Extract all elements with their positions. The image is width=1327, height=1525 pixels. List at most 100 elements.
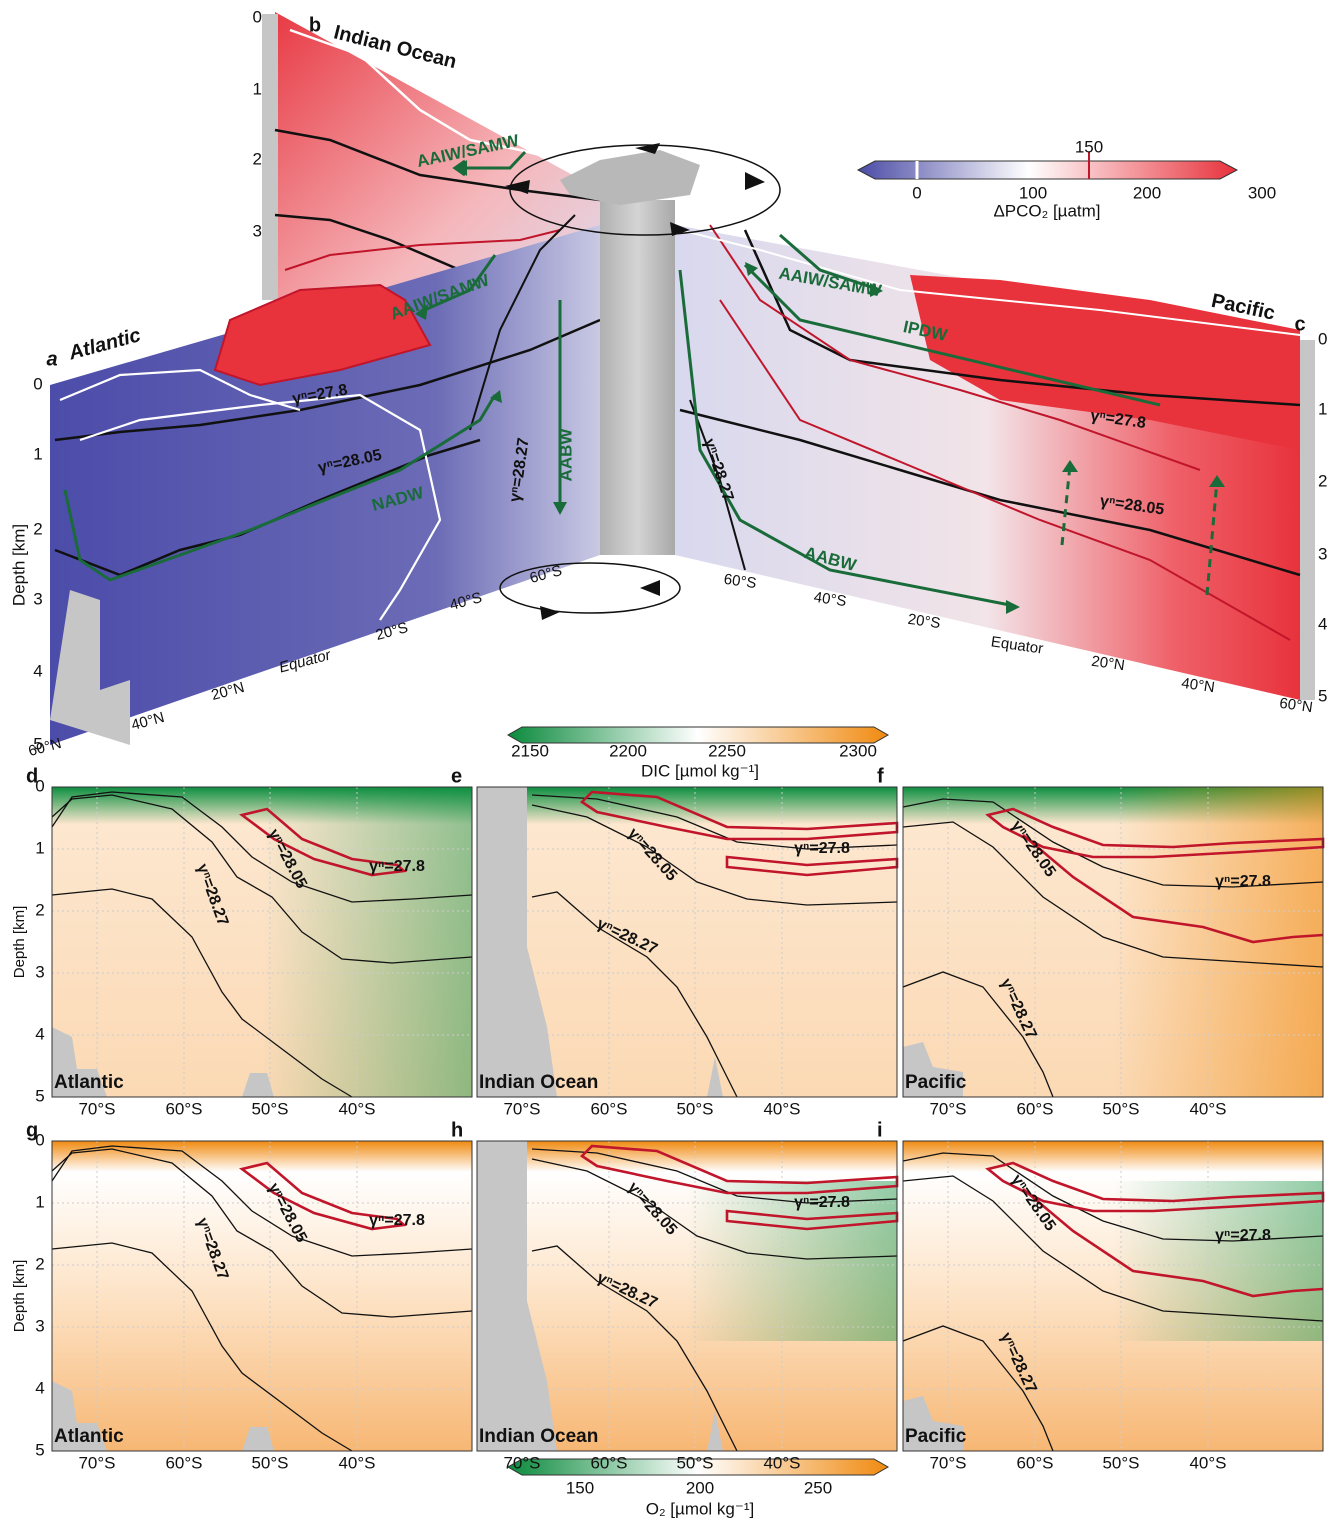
panel-frame [902,786,1324,1098]
x-tick-label: 60°S [590,1453,627,1472]
panel-letter: f [877,765,884,787]
colorbar-tick-label: 100 [1019,183,1047,202]
x-tick-label: 70°S [929,1453,966,1472]
x-tick-label: 60°N [1278,695,1314,716]
x-tick-label: 50°S [676,1453,713,1472]
x-tick-label: 60°S [165,1453,202,1472]
y-tick-label: 2 [1318,471,1327,490]
x-tick-label: 40°S [338,1099,375,1118]
y-tick-label: 2 [33,519,42,538]
isopycnal-label: γⁿ=27.8 [369,858,425,875]
x-tick-label: 70°S [78,1099,115,1118]
y-tick-label: 4 [1318,614,1327,633]
x-tick-label: 50°S [1102,1099,1139,1118]
y-tick-label: 1 [1318,399,1327,418]
x-tick-label: 20°N [1090,653,1126,674]
panel-letter: g [26,1119,38,1141]
colorbar-title: O₂ [µmol kg⁻¹] [646,1499,755,1518]
x-tick-label: 70°S [929,1099,966,1118]
panel-frame [476,1140,898,1452]
colorbar-title: DIC [µmol kg⁻¹] [641,761,759,780]
y-tick-label: 4 [35,1024,44,1043]
colorbar-tick-label: 2250 [708,741,746,760]
panel-letter: b [309,14,321,36]
x-tick-label: 70°S [78,1453,115,1472]
basin-label: Pacific [905,1072,967,1093]
colorbar-tick-label: 2200 [609,741,647,760]
panel-letter: e [451,765,462,787]
isopycnal-label: γⁿ=27.8 [369,1212,425,1229]
x-tick-label: 60°N [26,735,63,760]
colorbar-tick-label: 0 [912,183,921,202]
colorbar-tick-label: 250 [804,1478,832,1497]
shade [903,1181,1323,1341]
y-tick-label: 1 [253,79,262,98]
y-tick-label: 2 [253,149,262,168]
y-tick-label: 3 [35,1316,44,1335]
isopycnal-label: γⁿ=27.8 [794,840,850,857]
colorbar-tick-label: 150 [566,1478,594,1497]
y-tick-label: 2 [35,900,44,919]
y-tick-label: 5 [35,1086,44,1105]
x-tick-label: 50°S [251,1453,288,1472]
x-tick-label: 40°S [1189,1099,1226,1118]
x-tick-label: 40°S [1189,1453,1226,1472]
section-panel [475,785,899,1099]
x-tick-label: 70°S [503,1453,540,1472]
y-tick-label: 0 [33,374,42,393]
basin-label: Indian Ocean [479,1072,598,1093]
basin-label: Indian Ocean [479,1426,598,1447]
y-tick-label: 2 [35,1254,44,1273]
section-panel [901,786,1325,1099]
panel-letter: a [46,348,57,370]
colorbar-tick-label: 200 [1133,183,1161,202]
basin-label: Pacific [905,1426,967,1447]
isopycnal-label: γⁿ=27.8 [1215,1227,1271,1244]
y-tick-label: 3 [35,962,44,981]
y-tick-label: 0 [253,7,262,26]
y-tick-label: 0 [1318,329,1327,348]
y-tick-label: 5 [35,1440,44,1459]
section-panel [475,1139,899,1453]
colorbar-tick-label: 200 [686,1478,714,1497]
panel-letter: c [1294,313,1305,335]
x-tick-label: 60°S [165,1099,202,1118]
panel-letter: i [877,1119,883,1141]
basin-label: Atlantic [54,1072,124,1093]
axis-title: Depth [km] [11,1260,28,1333]
panel-frame [51,786,473,1098]
y-tick-label: 4 [33,661,42,680]
shade [52,787,472,1097]
y-tick-label: 0 [35,1130,44,1149]
panel-frame [51,1140,473,1452]
axis-title: Depth [km] [9,524,28,606]
panel-letter: h [451,1119,463,1141]
axis-title: Depth [km] [11,906,28,979]
x-tick-label: 40°N [1180,675,1216,696]
colorbar-tick-label: 300 [1248,183,1276,202]
x-tick-label: 40°S [763,1453,800,1472]
y-tick-label: 3 [253,221,262,240]
section-panel [50,1140,474,1453]
basin-label: Atlantic [54,1426,124,1447]
section-3d [50,12,1315,745]
x-tick-label: 50°S [1102,1453,1139,1472]
colorbar-tick-label: 150 [1075,137,1103,156]
y-tick-label: 0 [35,776,44,795]
isopycnal-label: γⁿ=27.8 [1215,873,1271,890]
panel-background [52,1141,472,1451]
atlantic-section [50,225,600,745]
x-tick-label: 60°S [723,571,758,592]
y-tick-label: 4 [35,1378,44,1397]
shade [477,1181,897,1341]
y-tick-label: 1 [35,838,44,857]
x-tick-label: 20°S [907,611,942,632]
colorbar-title: ΔPCO₂ [µatm] [993,201,1100,220]
colorbar-tick-label: 2300 [839,741,877,760]
y-tick-label: 5 [33,734,42,753]
x-tick-label: 70°S [503,1099,540,1118]
basin-label: Atlantic [66,324,144,364]
x-tick-label: 40°S [813,589,848,610]
x-tick-label: 40°S [338,1453,375,1472]
